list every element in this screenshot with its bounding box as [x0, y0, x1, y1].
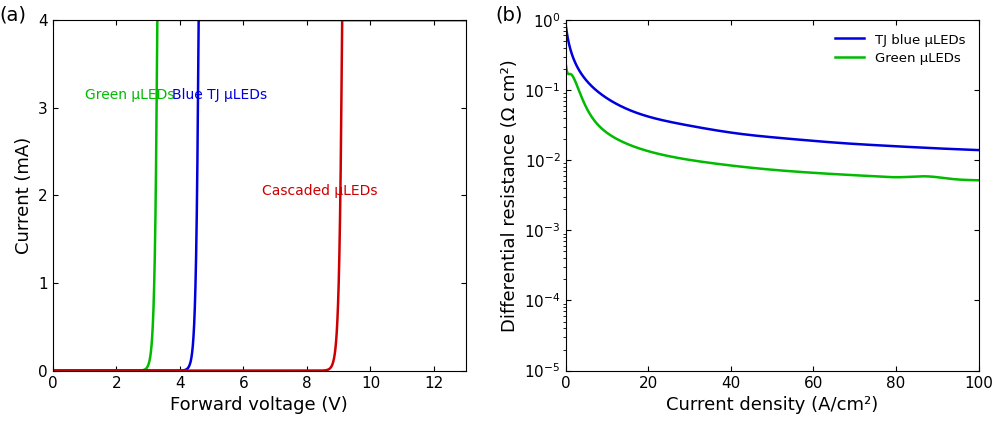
TJ blue μLEDs [828, 140, 840, 145]
X-axis label: Forward voltage (V): Forward voltage (V) [170, 396, 348, 414]
Green μLEDs [635, 147, 647, 152]
Green μLEDs [718, 162, 730, 167]
Green μLEDs [560, 61, 572, 67]
TJ blue μLEDs [973, 148, 985, 153]
TJ blue μLEDs [807, 139, 819, 144]
TJ blue μLEDs [899, 144, 911, 149]
Text: Cascaded μLEDs: Cascaded μLEDs [262, 184, 378, 198]
TJ blue μLEDs [635, 112, 647, 117]
Text: Green μLEDs: Green μLEDs [85, 88, 174, 102]
Line: Green μLEDs: Green μLEDs [566, 64, 979, 180]
Green μLEDs [807, 171, 819, 176]
Y-axis label: Differential resistance (Ω cm²): Differential resistance (Ω cm²) [501, 59, 519, 332]
Y-axis label: Current (mA): Current (mA) [15, 137, 33, 254]
Green μLEDs [868, 174, 880, 179]
Text: (a): (a) [0, 6, 26, 25]
Text: (b): (b) [495, 6, 523, 25]
X-axis label: Current density (A/cm²): Current density (A/cm²) [666, 396, 878, 414]
Text: Blue TJ μLEDs: Blue TJ μLEDs [172, 88, 267, 102]
TJ blue μLEDs [718, 129, 730, 134]
TJ blue μLEDs [560, 23, 572, 28]
Legend: TJ blue μLEDs, Green μLEDs: TJ blue μLEDs, Green μLEDs [829, 27, 972, 72]
Green μLEDs [899, 175, 911, 180]
Green μLEDs [973, 178, 985, 183]
TJ blue μLEDs [868, 143, 880, 148]
Green μLEDs [828, 172, 840, 177]
Line: TJ blue μLEDs: TJ blue μLEDs [566, 25, 979, 150]
